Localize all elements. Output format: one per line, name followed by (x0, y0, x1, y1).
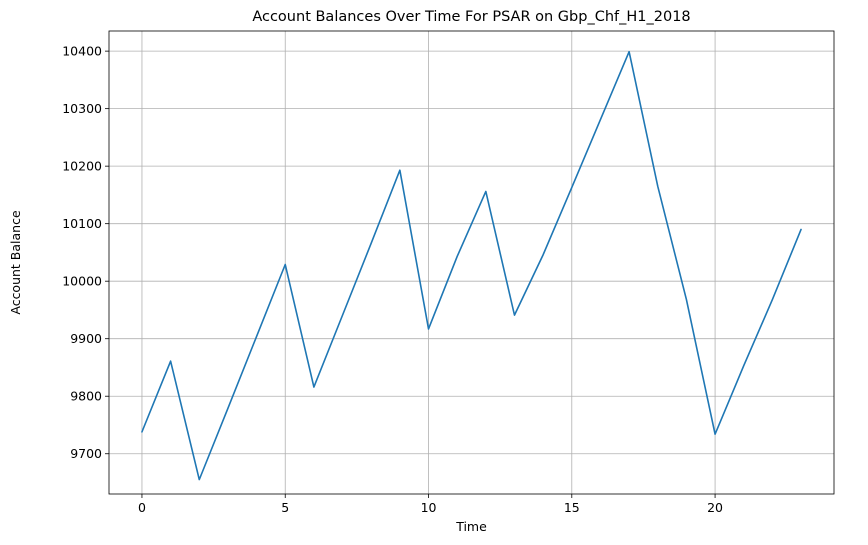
tick-layer: 0 5 10 15 20 9700 9800 9900 10000 10100 10200 10300… (62, 44, 723, 515)
x-tick-label: 5 (281, 500, 289, 515)
grid-layer (109, 31, 834, 494)
x-tick-label: 15 (564, 500, 580, 515)
y-tick-label: 10000 (62, 274, 102, 289)
x-tick-label: 10 (421, 500, 437, 515)
series-line (141, 50, 802, 481)
y-axis-label: Account Balance (8, 210, 23, 315)
y-tick-label: 10200 (62, 159, 102, 174)
y-tick-label: 9900 (70, 331, 102, 346)
x-tick-label: 0 (138, 500, 146, 515)
y-tick-label: 10300 (62, 101, 102, 116)
chart-title: Account Balances Over Time For PSAR on G… (252, 9, 690, 25)
y-tick-label: 9800 (70, 389, 102, 404)
y-tick-label: 10100 (62, 216, 102, 231)
y-tick-label: 9700 (70, 446, 102, 461)
y-tick-label: 10400 (62, 44, 102, 59)
x-axis-label: Time (455, 519, 487, 534)
x-tick-label: 20 (707, 500, 723, 515)
plot-area-frame (108, 30, 835, 495)
series-layer (141, 50, 802, 481)
